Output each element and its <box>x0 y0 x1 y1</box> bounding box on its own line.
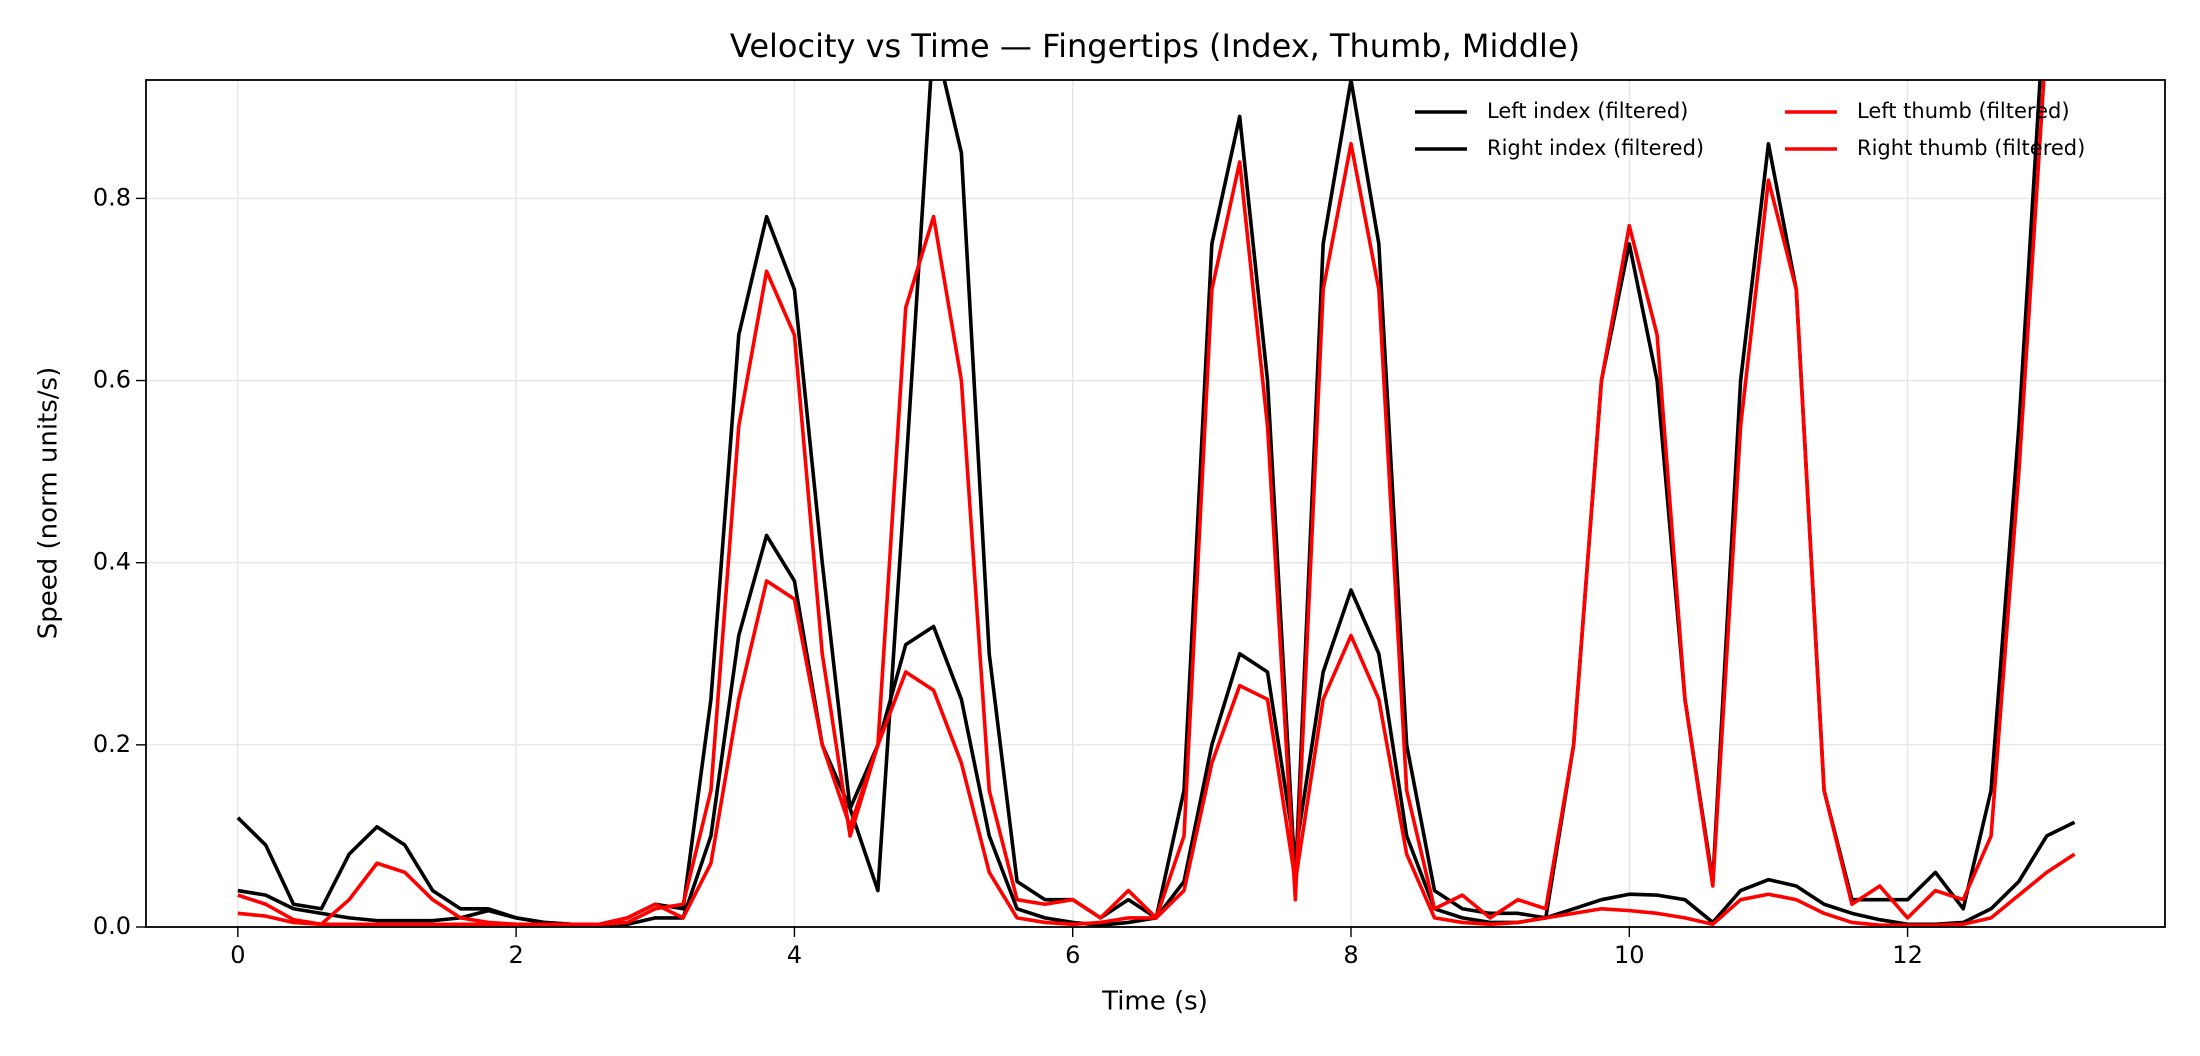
x-tick-label: 4 <box>787 941 802 969</box>
y-tick-label: 0.2 <box>93 730 131 758</box>
legend-label: Right thumb (filtered) <box>1857 136 2085 160</box>
x-axis-label: Time (s) <box>1101 987 1208 1017</box>
x-tick-label: 6 <box>1065 941 1080 969</box>
data-line <box>237 80 2046 927</box>
y-tick-label: 0.4 <box>93 548 131 576</box>
data-line <box>236 80 2042 927</box>
grid <box>146 80 2165 928</box>
data-line <box>237 533 2076 927</box>
x-tick-label: 10 <box>1614 941 1645 969</box>
chart-title: Velocity vs Time — Fingertips (Index, Th… <box>730 27 1580 65</box>
x-tick-label: 2 <box>508 941 523 969</box>
legend-label: Right index (filtered) <box>1487 136 1704 160</box>
legend-label: Left thumb (filtered) <box>1857 99 2070 123</box>
axes: 0 2 4 6 8 10 12 0.0 0.2 0.4 0.6 0.8 <box>93 183 1923 969</box>
y-axis-label: Speed (norm units/s) <box>34 367 64 640</box>
plot-frame <box>145 79 2166 928</box>
legend: Left index (filtered) Right index (filter… <box>1415 99 2085 160</box>
y-tick-label: 0.6 <box>93 366 131 394</box>
y-tick-label: 0.8 <box>93 183 131 211</box>
x-tick-label: 0 <box>230 941 245 969</box>
x-tick-label: 12 <box>1892 941 1923 969</box>
y-tick-label: 0.0 <box>93 912 131 940</box>
plot-area <box>236 80 2076 927</box>
data-line <box>237 579 2076 927</box>
x-tick-label: 8 <box>1343 941 1358 969</box>
legend-label: Left index (filtered) <box>1487 99 1688 123</box>
